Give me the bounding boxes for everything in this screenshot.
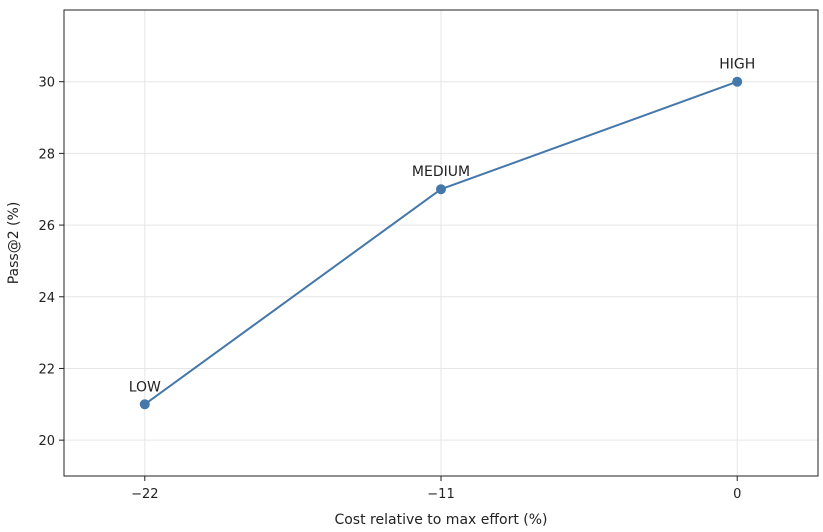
series-layer: LOW MEDIUM HIGH <box>129 57 755 410</box>
data-point-label: HIGH <box>719 57 755 73</box>
y-tick-label: 24 <box>38 291 55 306</box>
data-point-label: MEDIUM <box>412 164 470 180</box>
y-tick-label: 22 <box>38 362 55 377</box>
x-tick-label: −11 <box>427 487 454 502</box>
x-axis-label: Cost relative to max effort (%) <box>334 512 547 528</box>
axis-ticks: −22 −11 0 20 22 24 26 28 30 <box>38 76 741 502</box>
x-tick-label: −22 <box>131 487 158 502</box>
data-point-marker <box>732 76 743 87</box>
y-tick-label: 30 <box>38 76 55 91</box>
grid-lines <box>64 10 818 476</box>
data-point-label: LOW <box>129 379 161 395</box>
data-point-marker <box>139 399 150 410</box>
y-tick-label: 28 <box>38 147 55 162</box>
x-tick-label: 0 <box>733 487 741 502</box>
data-point-marker <box>436 184 446 195</box>
y-tick-label: 20 <box>38 434 55 449</box>
y-tick-label: 26 <box>38 219 55 234</box>
y-axis-label: Pass@2 (%) <box>6 202 22 285</box>
